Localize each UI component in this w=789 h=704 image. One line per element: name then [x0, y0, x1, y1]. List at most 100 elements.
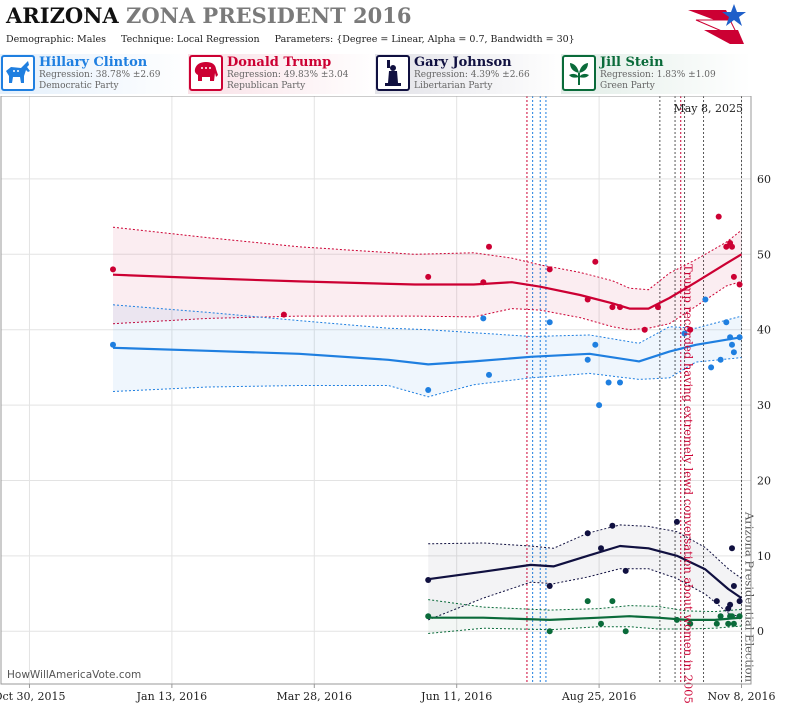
lower-bound-hillary-clinton — [112, 357, 742, 398]
demographic-label: Demographic: — [6, 34, 75, 45]
band-hillary-clinton — [113, 304, 742, 397]
x-tick-label: Jan 13, 2016 — [136, 690, 208, 703]
poll-point-hillary-clinton — [546, 319, 553, 326]
poll-point-hillary-clinton — [708, 364, 715, 371]
candidate-card-clinton: Hillary Clinton Regression: 38.78% ±2.69… — [0, 54, 190, 94]
poll-point-gary-johnson — [609, 522, 616, 529]
poll-point-donald-trump — [486, 243, 492, 250]
y-tick-label: 40 — [757, 324, 771, 337]
date-stamp: May 8, 2025 — [673, 102, 743, 115]
candidate-name: Hillary Clinton — [39, 55, 148, 70]
poll-point-hillary-clinton — [605, 379, 612, 386]
elephant-icon — [189, 55, 223, 91]
poll-point-jill-stein — [598, 620, 604, 627]
donkey-icon — [1, 55, 35, 91]
poll-point-hillary-clinton — [110, 341, 116, 348]
poll-point-donald-trump — [546, 266, 553, 273]
poll-point-hillary-clinton — [596, 402, 603, 409]
poll-point-donald-trump — [641, 326, 648, 333]
poll-point-donald-trump — [687, 326, 694, 333]
x-tick-label: Aug 25, 2016 — [561, 690, 637, 703]
poll-point-jill-stein — [713, 620, 720, 627]
poll-point-gary-johnson — [673, 518, 680, 525]
poll-point-jill-stein — [673, 616, 680, 623]
upper-bound-jill-stein — [428, 599, 742, 613]
poll-point-hillary-clinton — [592, 341, 599, 348]
poll-point-gary-johnson — [546, 583, 553, 589]
lower-bound-jill-stein — [428, 625, 742, 634]
credit: HowWillAmericaVote.com — [7, 669, 141, 681]
candidate-party: Libertarian Party — [414, 81, 493, 91]
lower-bound-donald-trump — [112, 280, 742, 331]
poll-point-hillary-clinton — [730, 349, 737, 356]
poll-point-gary-johnson — [598, 545, 604, 552]
candidate-card-trump: Donald Trump Regression: 49.83% ±3.04 Re… — [188, 54, 378, 94]
candidate-name: Gary Johnson — [414, 55, 512, 70]
event-lines — [526, 96, 743, 684]
poll-point-hillary-clinton — [723, 319, 730, 326]
poll-point-hillary-clinton — [486, 371, 492, 378]
poll-point-hillary-clinton — [584, 356, 591, 363]
y-tick-label: 30 — [757, 399, 771, 412]
band-gary-johnson — [428, 524, 742, 620]
poll-point-hillary-clinton — [617, 379, 623, 386]
poll-point-gary-johnson — [584, 530, 591, 537]
poll-point-gary-johnson — [729, 545, 735, 552]
y-tick-label: 10 — [757, 550, 771, 563]
leaf-icon — [562, 55, 596, 91]
regression-line-hillary-clinton — [112, 336, 742, 366]
band-jill-stein — [428, 599, 742, 634]
candidate-card-stein: Jill Stein Regression: 1.83% ±1.09 Green… — [561, 54, 751, 94]
x-tick-label: Mar 28, 2016 — [277, 690, 353, 703]
poll-points — [110, 213, 743, 635]
poll-point-hillary-clinton — [736, 334, 743, 341]
lower-bound-gary-johnson — [428, 568, 742, 621]
poll-point-donald-trump — [729, 243, 735, 250]
technique-value: Local Regression — [176, 34, 260, 45]
y-tick-label: 0 — [757, 625, 764, 638]
poll-point-gary-johnson — [730, 583, 737, 589]
candidate-legend: Hillary Clinton Regression: 38.78% ±2.69… — [0, 54, 789, 94]
poll-point-jill-stein — [609, 598, 616, 605]
poll-point-jill-stein — [425, 613, 432, 620]
candidate-party: Republican Party — [227, 81, 306, 91]
poll-point-jill-stein — [730, 620, 737, 627]
poll-point-donald-trump — [592, 258, 599, 265]
poll-point-donald-trump — [736, 281, 743, 288]
page-title: ARIZONA ZONA PRESIDENT 2016 — [6, 3, 411, 28]
poll-point-hillary-clinton — [702, 296, 709, 303]
demographic-value: Males — [77, 34, 106, 45]
candidate-regression: Regression: 38.78% ±2.69 — [39, 70, 161, 80]
regression-line-donald-trump — [112, 253, 743, 310]
header: ARIZONA ZONA PRESIDENT 2016 Demographic:… — [0, 0, 789, 52]
statue-of-liberty-icon — [376, 55, 410, 91]
title-state: ARIZONA — [6, 3, 119, 28]
poll-point-donald-trump — [723, 243, 730, 250]
parameters-value: {Degree = Linear, Alpha = 0.7, Bandwidth… — [336, 34, 575, 45]
candidate-card-johnson: Gary Johnson Regression: 4.39% ±2.66 Lib… — [375, 54, 565, 94]
confidence-bands — [112, 226, 742, 634]
poll-point-donald-trump — [730, 273, 737, 280]
poll-point-donald-trump — [280, 311, 287, 318]
title-rest: ZONA PRESIDENT 2016 — [126, 3, 412, 28]
upper-bound-gary-johnson — [428, 524, 742, 579]
poll-point-donald-trump — [480, 279, 487, 286]
poll-point-hillary-clinton — [425, 387, 432, 393]
poll-point-hillary-clinton — [480, 315, 487, 322]
annotations: Trump recorded having extremely lewd con… — [682, 264, 757, 704]
candidate-party: Democratic Party — [39, 81, 119, 91]
regression-line-gary-johnson — [428, 544, 743, 600]
poll-point-jill-stein — [736, 613, 743, 620]
parameters-label: Parameters: — [274, 34, 334, 45]
poll-point-jill-stein — [546, 628, 553, 635]
plot-frame — [0, 96, 752, 685]
poll-point-gary-johnson — [736, 598, 743, 605]
y-tick-label: 20 — [757, 474, 771, 487]
star-flag-logo-icon — [686, 2, 748, 50]
poll-point-jill-stein — [584, 598, 591, 605]
poll-point-donald-trump — [425, 273, 432, 280]
poll-point-gary-johnson — [713, 598, 720, 605]
poll-point-gary-johnson — [425, 577, 432, 583]
poll-point-jill-stein — [687, 620, 694, 627]
candidate-regression: Regression: 4.39% ±2.66 — [414, 70, 530, 80]
